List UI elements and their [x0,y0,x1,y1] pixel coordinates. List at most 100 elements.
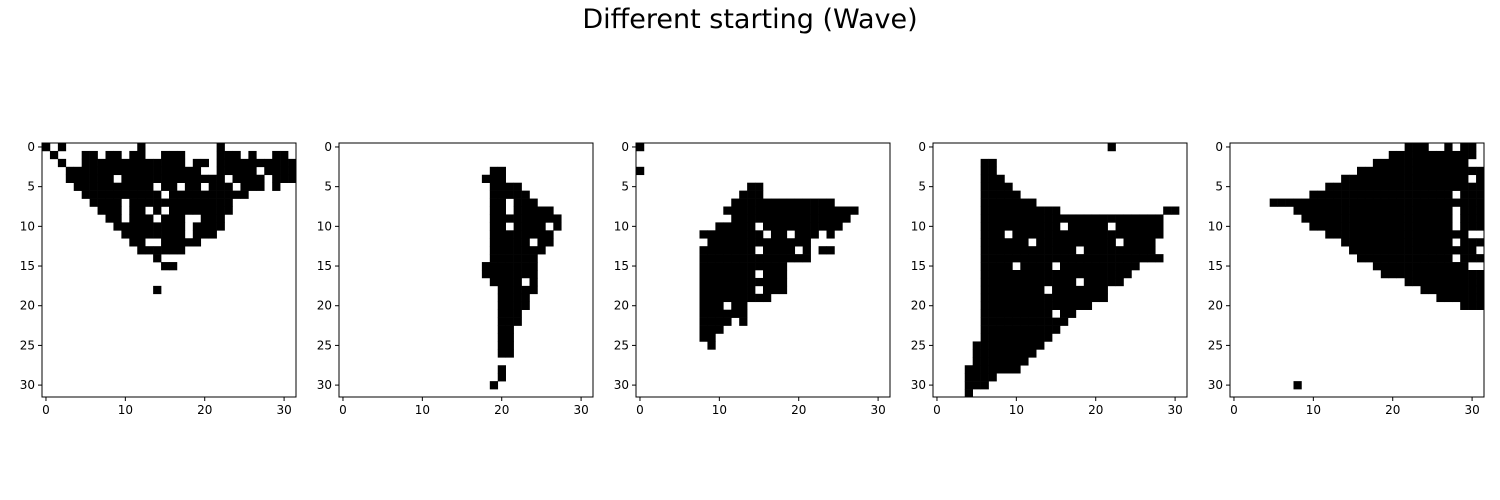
heatmap-cell [497,222,506,231]
heatmap-cell [1091,277,1100,287]
heatmap-cell [489,206,499,215]
heatmap-cell [1099,214,1108,223]
heatmap-cell [1388,254,1397,263]
heatmap-cell [1476,198,1485,207]
heatmap-cell [988,277,997,287]
plot-frame [1229,142,1485,398]
heatmap-cell [1412,254,1421,263]
x-tick-label: 20 [1088,403,1103,417]
x-tick-label: 0 [42,403,50,417]
heatmap-cell [129,182,138,191]
heatmap-cell [521,270,530,279]
heatmap-cell [145,182,154,191]
heatmap-cell [513,285,522,295]
x-tick-label: 20 [1385,403,1400,417]
heatmap-cell [707,341,716,350]
heatmap-cell [1123,230,1132,239]
heatmap-cell [1044,246,1053,255]
heatmap-cell [818,222,827,231]
heatmap-cell [1028,341,1037,350]
heatmap-cell [521,285,530,295]
heatmap-cell [1099,293,1108,303]
heatmap-cell [1357,222,1366,231]
heatmap-cell [1139,254,1148,263]
heatmap-cell [1044,301,1053,310]
heatmap-cell [161,182,170,191]
heatmap-cell [521,238,530,247]
heatmap-cell [1317,206,1326,215]
heatmap-cell [739,301,748,310]
heatmap-cell [129,230,138,239]
heatmap-cell [1107,277,1116,287]
heatmap-cell [1476,277,1485,287]
heatmap-cell [731,238,740,247]
heatmap-cell [200,198,209,207]
heatmap-cell [1388,174,1397,183]
heatmap-cell [1099,238,1108,247]
heatmap-cell [1444,230,1453,239]
heatmap-cell [481,270,491,279]
heatmap-cell [497,206,506,215]
heatmap-cell [1388,158,1397,168]
heatmap-cell [1060,270,1069,279]
heatmap-cell [1404,246,1413,255]
heatmap-cell [1396,262,1405,271]
heatmap-cell [1067,246,1077,255]
heatmap-cell [723,277,732,287]
x-tick-label: 10 [1009,403,1024,417]
heatmap-cell [1372,230,1382,239]
heatmap-cell [113,158,122,168]
heatmap-cell [1404,238,1413,247]
heatmap-cell [272,158,281,168]
heatmap-cell [972,341,981,350]
heatmap-cell [1012,246,1021,255]
heatmap-cell [778,206,788,215]
heatmap-cell [1060,293,1069,303]
heatmap-cell [1325,214,1334,223]
heatmap-cell [1099,254,1108,263]
heatmap-cell [723,230,732,239]
heatmap-cell [1420,238,1429,247]
heatmap-cell [731,301,740,310]
heatmap-cell [731,254,740,263]
heatmap-cell [97,166,106,176]
y-tick-label: 10 [614,219,629,233]
heatmap-cell [1147,214,1156,223]
y-tick-label: 5 [324,180,332,194]
heatmap-cell [1357,246,1366,255]
heatmap-cell [81,182,90,191]
heatmap-cell [818,206,827,215]
heatmap-cell [707,333,716,342]
heatmap-cell [505,270,514,279]
heatmap-cell [1468,150,1477,160]
heatmap-cell [1004,277,1013,287]
heatmap-cell [715,246,724,255]
heatmap-cell [786,206,796,215]
heatmap-cell [1131,230,1140,239]
heatmap-cell [489,246,499,255]
heatmap-cell [1468,246,1477,255]
heatmap-cell [129,190,138,199]
heatmap-cell [739,206,748,215]
heatmap-cell [1460,206,1469,215]
y-tick-label: 25 [1208,338,1223,352]
heatmap-cell [1452,182,1461,191]
heatmap-cell [545,238,554,247]
heatmap-cell [1020,349,1029,358]
heatmap-cell [1357,206,1366,215]
heatmap-cell [81,166,90,176]
heatmap-cell [980,206,989,215]
heatmap-cell [161,230,170,239]
heatmap-cell [1460,214,1469,223]
heatmap-cell [699,230,708,239]
heatmap-cell [707,254,716,263]
heatmap-cell [497,309,506,318]
heatmap-cell [980,309,989,318]
heatmap-cell [81,190,90,199]
heatmap-cell [1357,254,1366,263]
heatmap-cell [1460,301,1469,310]
heatmap-cell [1436,254,1445,263]
heatmap-cell [1404,222,1413,231]
heatmap-cell [1412,214,1421,223]
heatmap-cell [834,214,843,223]
